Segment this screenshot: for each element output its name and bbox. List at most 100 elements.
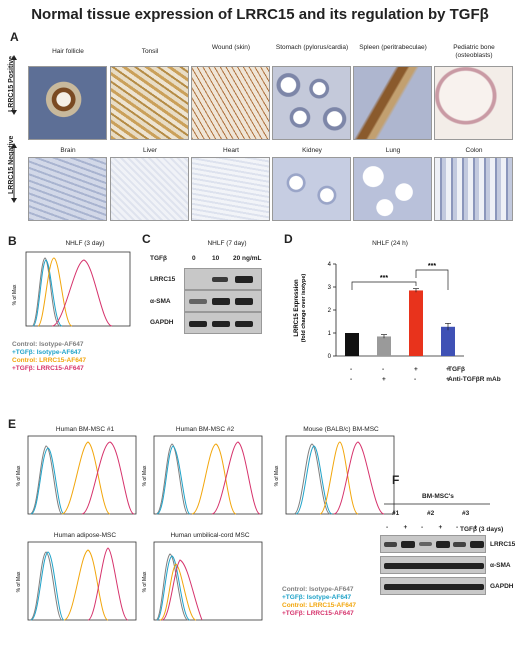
caption-colon: Colon: [465, 147, 483, 154]
panel-d-label: D: [284, 232, 293, 246]
caption-stomach: Stomach (pylorus/cardia): [275, 44, 349, 51]
tile-heart: [191, 157, 270, 221]
y-tick-label: 1: [328, 331, 332, 337]
sig-label: ***: [380, 275, 388, 282]
e-hist-mouse: % of Max: [274, 435, 395, 515]
c-blot-gapdh: [184, 312, 262, 334]
c-row-lrrc15: LRRC15: [150, 276, 176, 283]
tile-liver: [110, 157, 189, 221]
bar: [441, 326, 455, 356]
dose-0: 0: [192, 255, 196, 262]
e-hist-bmmsc2: % of Max: [142, 435, 263, 515]
y-tick-label: 3: [328, 285, 332, 291]
tile-pediatric-bone: [434, 66, 513, 140]
d-ab-sign: -: [350, 376, 353, 383]
f-tgf-sign: -: [456, 524, 459, 531]
e-title-bmmsc2: Human BM-MSC #2: [175, 426, 235, 433]
c-blot-asma: [184, 290, 262, 312]
panel-e-legend: Control: Isotype-AF647 +TGFβ: Isotype-AF…: [282, 586, 412, 618]
legend-control-isotype: Control: Isotype-AF647: [12, 341, 84, 348]
panel-d-title: NHLF (24 h): [372, 240, 408, 247]
tile-wound: [191, 66, 270, 140]
caption-liver: Liver: [142, 147, 158, 154]
f-group-2: #2: [427, 510, 435, 517]
sig-label: ***: [428, 263, 436, 270]
panel-b-legend: Control: Isotype-AF647 +TGFβ: Isotype-AF…: [12, 341, 152, 373]
d-tgf-sign: +: [446, 366, 450, 373]
panel-b-label: B: [8, 234, 17, 248]
sig-bracket: [415, 269, 449, 290]
panel-c-label: C: [142, 232, 151, 246]
sig-bracket: [351, 281, 417, 290]
legend-control-lrrc15: Control: LRRC15-AF647: [12, 357, 87, 364]
bar: [345, 333, 359, 356]
e-hist-adipose: % of Max: [16, 541, 137, 621]
e-title-mouse: Mouse (BALB/c) BM-MSC: [303, 426, 379, 433]
e-hist-mouse-ylabel: % of Max: [274, 465, 280, 486]
e-hist-bmmsc2-ylabel: % of Max: [142, 465, 148, 486]
y-tick-label: 2: [328, 308, 332, 314]
panel-f-label: F: [392, 473, 400, 487]
e-legend-tgf-lrrc15: +TGFβ: LRRC15-AF647: [282, 610, 354, 617]
f-group-3: #3: [462, 510, 470, 517]
f-row-lrrc15: LRRC15: [490, 541, 516, 548]
tile-brain: [28, 157, 107, 221]
e-hist-bmmsc1-ylabel: % of Max: [16, 465, 22, 486]
f-tgf-label: TGFβ (3 days): [460, 526, 504, 533]
caption-spleen: Spleen (peritrabeculae): [359, 44, 427, 51]
e-legend-control-isotype: Control: Isotype-AF647: [282, 586, 354, 593]
f-tgf-sign: -: [421, 524, 424, 531]
panel-f-header: BM-MSC's: [422, 493, 454, 500]
panel-b-histogram: % of Max: [12, 251, 131, 327]
caption-lung: Lung: [385, 147, 401, 154]
f-tgf-sign: -: [386, 524, 389, 531]
panel-d-ylabel-line2: (fold change over isotype): [301, 274, 307, 343]
caption-tonsil: Tonsil: [141, 48, 159, 55]
e-hist-umbilical: % of Max: [142, 541, 263, 621]
caption-pediatric-bone: Pediatric bone (osteoblasts): [453, 44, 495, 59]
d-ab-sign: +: [446, 376, 450, 383]
panel-b-title: NHLF (3 day): [65, 240, 105, 247]
caption-brain: Brain: [60, 147, 76, 154]
dose-10: 10: [212, 255, 220, 262]
f-blot-asma: [380, 556, 486, 574]
e-title-adipose: Human adipose-MSC: [53, 532, 117, 539]
e-title-umbilical: Human umbilical-cord MSC: [170, 532, 250, 539]
c-row-asma: α-SMA: [150, 298, 171, 305]
c-blot-lrrc15: [184, 268, 262, 290]
bar: [409, 290, 423, 356]
panel-d-ab-row-label: Anti-TGFβR mAb: [448, 376, 501, 383]
d-ab-sign: -: [414, 376, 417, 383]
caption-hair-follicle: Hair follicle: [52, 48, 84, 55]
e-hist-adipose-ylabel: % of Max: [16, 571, 22, 592]
panel-a-label: A: [10, 30, 19, 44]
panel-e-label: E: [8, 417, 17, 431]
y-tick-label: 4: [328, 262, 332, 268]
e-title-bmmsc1: Human BM-MSC #1: [55, 426, 115, 433]
caption-wound: Wound (skin): [211, 44, 251, 51]
tile-colon: [434, 157, 513, 221]
f-group-1: #1: [392, 510, 400, 517]
row-arrows: [11, 55, 17, 203]
tile-hair-follicle: [28, 66, 107, 140]
panel-d-ylabel-line1: LRRC15 Expression: [294, 279, 300, 337]
e-legend-control-lrrc15: Control: LRRC15-AF647: [282, 602, 357, 609]
caption-heart: Heart: [223, 147, 239, 154]
c-row-gapdh: GAPDH: [150, 319, 174, 326]
d-tgf-sign: -: [382, 366, 385, 373]
panel-c-tgf-label: TGFβ: [150, 255, 167, 262]
f-blot-lrrc15: [380, 535, 486, 553]
f-tgf-sign: +: [438, 524, 443, 531]
tile-kidney: [272, 157, 351, 221]
e-hist-bmmsc1: % of Max: [16, 435, 137, 515]
y-tick-label: 0: [328, 354, 332, 360]
caption-kidney: Kidney: [302, 147, 322, 154]
e-legend-tgf-isotype: +TGFβ: Isotype-AF647: [282, 594, 352, 601]
d-ab-sign: +: [382, 376, 386, 383]
dose-20: 20 ng/mL: [233, 255, 262, 262]
d-tgf-sign: +: [414, 366, 418, 373]
f-header-line: [384, 503, 490, 505]
f-row-asma: α-SMA: [490, 562, 511, 569]
panel-d-bar-chart: LRRC15 Expression (fold change over isot…: [294, 262, 464, 360]
f-tgf-sign: +: [473, 524, 478, 531]
